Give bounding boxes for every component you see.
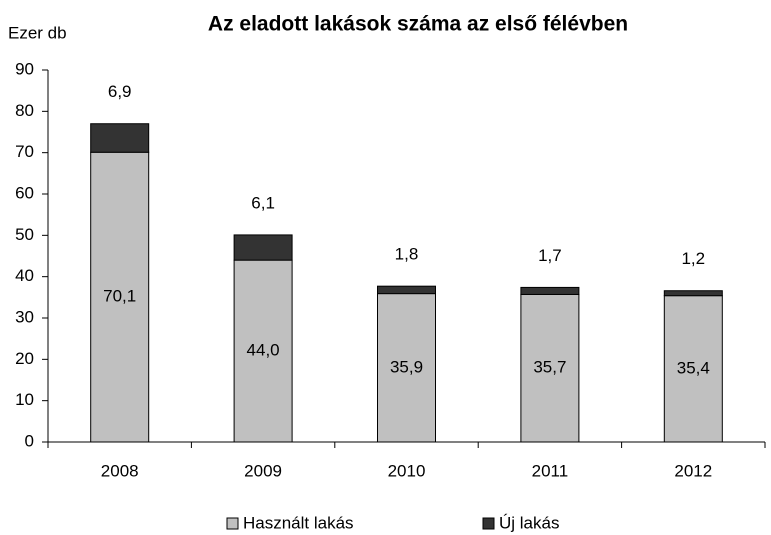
data-label: 1,7 (538, 246, 562, 265)
data-label: 1,2 (681, 249, 705, 268)
y-tick-label: 20 (15, 349, 34, 368)
bar-segment (520, 286, 580, 295)
y-tick-label: 10 (15, 390, 34, 409)
data-label: 35,9 (390, 357, 423, 376)
chart-title: Az eladott lakások száma az első félévbe… (208, 13, 628, 36)
data-label: 70,1 (103, 287, 136, 306)
y-tick-label: 80 (15, 101, 34, 120)
y-tick-label: 0 (25, 431, 34, 450)
bar-segment (663, 295, 723, 443)
bar-segment (663, 290, 723, 297)
y-tick-label: 40 (15, 266, 34, 285)
y-tick-label: 90 (15, 59, 34, 78)
data-label: 35,7 (533, 358, 566, 377)
bar-segment (233, 234, 293, 261)
data-label: 6,9 (108, 82, 132, 101)
data-label: 6,1 (251, 193, 275, 212)
x-tick-label: 2010 (388, 461, 426, 480)
y-tick-label: 30 (15, 307, 34, 326)
y-axis-label: Ezer db (8, 23, 67, 42)
x-tick-label: 2009 (244, 461, 282, 480)
legend-label: Használt lakás (243, 513, 354, 532)
x-tick-label: 2008 (101, 461, 139, 480)
y-tick-label: 50 (15, 225, 34, 244)
y-tick-label: 70 (15, 142, 34, 161)
y-tick-label: 60 (15, 183, 34, 202)
data-label: 35,4 (677, 358, 710, 377)
bar-segment (90, 123, 150, 153)
x-tick-label: 2011 (532, 461, 569, 480)
bar-segment (377, 285, 436, 295)
data-label: 1,8 (395, 245, 419, 264)
bar-segment (520, 293, 580, 443)
legend-swatch (482, 517, 495, 530)
data-label: 44,0 (247, 341, 280, 360)
x-tick-label: 2012 (674, 461, 712, 480)
legend-swatch (226, 517, 239, 530)
legend-label: Új lakás (499, 513, 559, 532)
